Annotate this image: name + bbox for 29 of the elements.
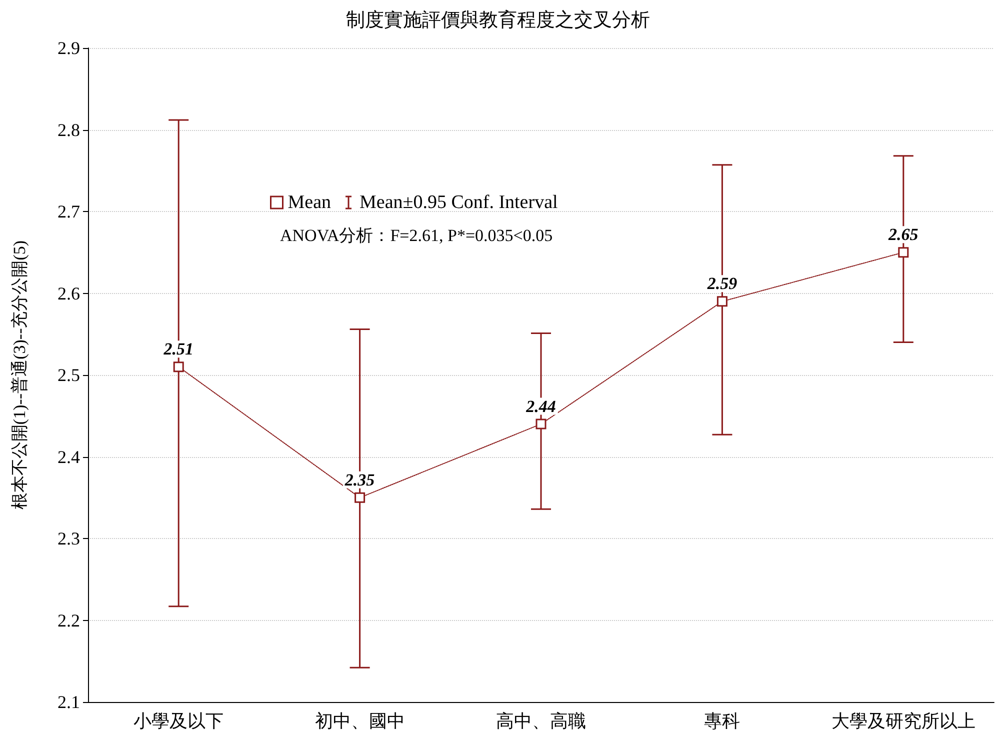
y-tick-label: 2.9 [58, 38, 80, 58]
chart-title: 制度實施評價與教育程度之交叉分析 [346, 9, 650, 31]
point [716, 296, 728, 307]
point [536, 418, 546, 430]
data-label: 2.59 [706, 274, 738, 294]
y-tick-label: 2.4 [58, 446, 80, 467]
x-tick-label: 小學及以下 [134, 711, 224, 731]
y-tick-label: 2.6 [58, 283, 80, 304]
y-axis-title: 根本不公開(1)--普通(3)--充分公開(5) [10, 240, 29, 510]
x-tick-label: 專科 [704, 711, 740, 731]
point [173, 362, 184, 372]
x-tick-label: 高中、高職 [496, 711, 586, 731]
point [354, 492, 366, 503]
y-tick-label: 2.2 [58, 610, 80, 630]
annotation: ANOVA分析：F=2.61, P*=0.035<0.05 [280, 226, 553, 245]
y-tick-label: 2.5 [58, 365, 80, 385]
legend-label: Mean [288, 192, 332, 213]
annotation: Mean±0.95 Conf. Interval [360, 192, 558, 213]
data-label: 2.44 [525, 396, 556, 416]
y-tick-label: 2.8 [58, 120, 80, 140]
data-label: 2.65 [888, 225, 919, 244]
point [898, 247, 909, 258]
data-label: 2.35 [344, 470, 376, 490]
y-tick-label: 2.3 [58, 528, 80, 548]
data-label: 2.51 [162, 340, 194, 359]
y-tick-label: 2.1 [58, 692, 80, 712]
y-tick-label: 2.7 [58, 202, 80, 222]
x-tick-label: 大學及研究所以上 [831, 711, 976, 731]
x-tick-label: 初中、國中 [314, 711, 405, 731]
